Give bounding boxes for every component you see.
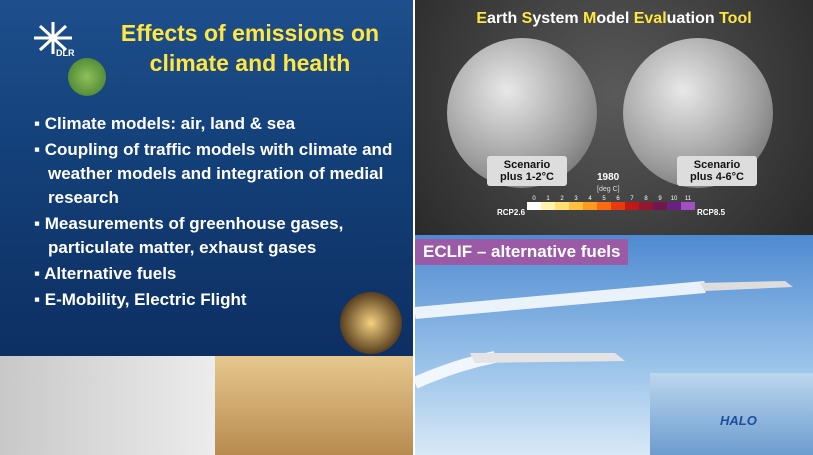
- scale-label: 9: [658, 196, 662, 202]
- title-part: val: [644, 10, 667, 27]
- bullet: Alternative fuels: [30, 262, 410, 286]
- scale-swatch: [583, 202, 597, 210]
- scale-left: RCP2.6: [497, 208, 526, 217]
- tree-icon: [68, 58, 106, 96]
- title-part: arth: [487, 10, 522, 27]
- scale-cell: 7: [625, 196, 639, 210]
- scale-label: 6: [616, 196, 620, 202]
- scale-swatch: [625, 202, 639, 210]
- scale-label: 8: [644, 196, 648, 202]
- title-part: M: [583, 10, 597, 27]
- scale-label: 2: [560, 196, 564, 202]
- scale-label: 10: [670, 196, 678, 202]
- scale-label: 1: [546, 196, 550, 202]
- scale-swatch: [597, 202, 611, 210]
- title-part: odel: [596, 10, 634, 27]
- scale-cell: 2: [555, 196, 569, 210]
- scenario-right: Scenario plus 4-6°C: [677, 156, 757, 186]
- sky-panel: ECLIF – alternative fuels HALO: [415, 235, 813, 455]
- scale-cell: 5: [597, 196, 611, 210]
- slide-title: Effects of emissions on climate and heal…: [120, 20, 380, 76]
- scenario-left: Scenario plus 1-2°C: [487, 156, 567, 186]
- bullet: E-Mobility, Electric Flight: [30, 288, 410, 312]
- logo-text: DLR: [56, 48, 75, 58]
- title-part: uation: [666, 10, 720, 27]
- title-part: S: [521, 10, 533, 27]
- scale-swatch: [611, 202, 625, 210]
- contrails: [415, 281, 793, 389]
- eclif-label: ECLIF – alternative fuels: [415, 239, 629, 265]
- title-part: E: [633, 10, 645, 27]
- scale-swatch: [667, 202, 681, 210]
- year: 1980: [597, 172, 620, 183]
- title-part: E: [476, 10, 487, 27]
- scale-label: 5: [602, 196, 606, 202]
- title-part: Tool: [719, 10, 752, 27]
- scale-cell: 8: [639, 196, 653, 210]
- scale-label: 0: [532, 196, 536, 202]
- bullet: Coupling of traffic models with climate …: [30, 138, 410, 210]
- scale-swatch: [653, 202, 667, 210]
- scale-swatch: [639, 202, 653, 210]
- scale-swatch: [555, 202, 569, 210]
- scale-cell: 9: [653, 196, 667, 210]
- scale-label: 7: [630, 196, 634, 202]
- esm-title: Earth System Model Evaluation Tool: [415, 10, 813, 28]
- scale-label: 3: [574, 196, 578, 202]
- scale-cell: 6: [611, 196, 625, 210]
- scale-cell: 3: [569, 196, 583, 210]
- bullet: Climate models: air, land & sea: [30, 112, 410, 136]
- scale-cell: 1: [541, 196, 555, 210]
- scale-cell: 4: [583, 196, 597, 210]
- title-part: ystem: [532, 10, 584, 27]
- dlr-logo: DLR: [34, 22, 75, 58]
- scale-swatch: [569, 202, 583, 210]
- left-panel: DLR Effects of emissions on climate and …: [0, 0, 413, 356]
- vehicle-photo: [0, 356, 215, 455]
- scale-swatch: [527, 202, 541, 210]
- scale-right: RCP8.5: [697, 208, 726, 217]
- bullet: Measurements of greenhouse gases, partic…: [30, 212, 410, 260]
- scale-label: 4: [588, 196, 592, 202]
- bullet-list: Climate models: air, land & seaCoupling …: [30, 112, 410, 314]
- aircraft-photo: [215, 356, 413, 455]
- esm-panel: Earth System Model Evaluation Tool Scena…: [415, 0, 813, 235]
- halo-photo: HALO: [650, 373, 813, 455]
- scale-cell: 11: [681, 196, 695, 210]
- traffic-icon: [340, 292, 402, 354]
- scale-swatch: [541, 202, 555, 210]
- scale-cell: 0: [527, 196, 541, 210]
- color-scale: 0 1 2 3 4 5 6 7 8 9 10 11: [527, 196, 695, 210]
- scale-label: 11: [684, 196, 692, 202]
- scale-cell: 10: [667, 196, 681, 210]
- scale-swatch: [681, 202, 695, 210]
- halo-text: HALO: [720, 413, 757, 428]
- unit: [deg C]: [597, 186, 620, 193]
